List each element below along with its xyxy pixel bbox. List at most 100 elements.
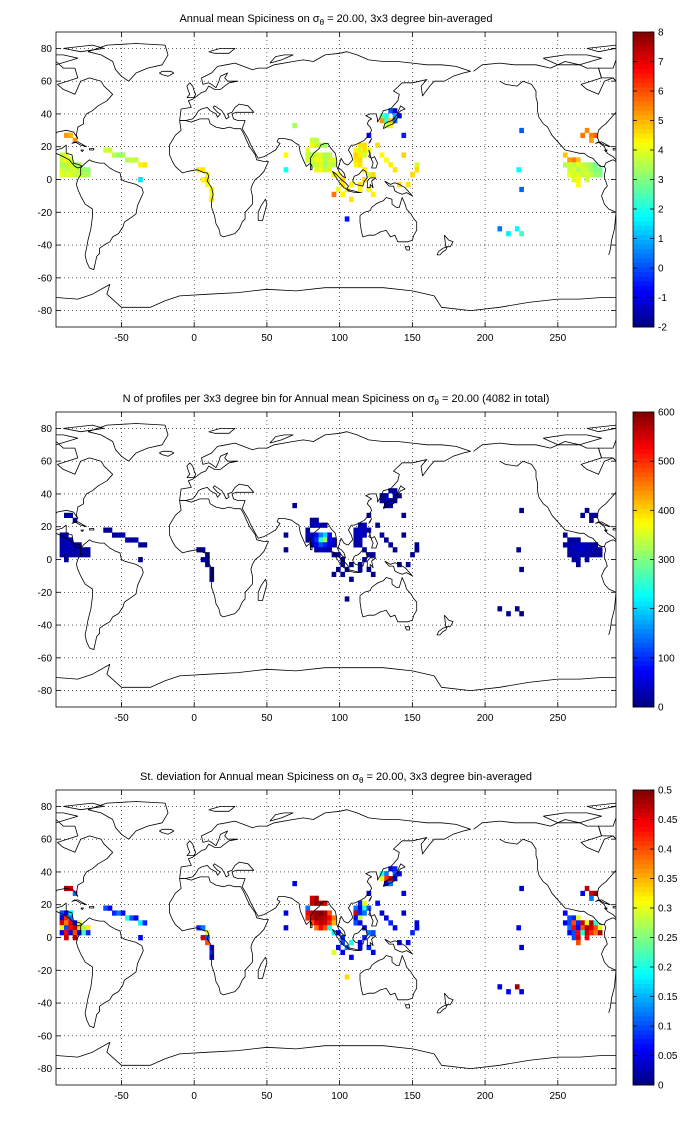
coastline (473, 819, 616, 853)
colorbar-swatch (633, 110, 654, 116)
data-cell (116, 910, 122, 916)
y-tick-label: 40 (41, 867, 53, 878)
coastline (332, 550, 349, 570)
colorbar-tick-label: 4 (658, 146, 664, 157)
data-cell (584, 162, 590, 168)
data-cell (85, 547, 91, 553)
colorbar-swatch (633, 494, 654, 500)
data-cell (571, 935, 577, 941)
data-cell (327, 910, 332, 916)
data-cell (142, 162, 148, 168)
data-cell (205, 181, 210, 188)
colorbar-swatch (633, 45, 654, 51)
data-cell (318, 157, 324, 163)
coastline (382, 485, 406, 510)
y-tick-label: -60 (38, 653, 53, 664)
data-cell (571, 537, 577, 543)
data-cell (327, 537, 332, 543)
data-cell (305, 915, 311, 921)
colorbar-swatch (633, 239, 654, 245)
data-cell (314, 542, 319, 548)
data-cell (370, 552, 376, 558)
data-cell (370, 930, 376, 936)
colorbar-swatch (633, 794, 654, 800)
colorbar-swatch (633, 988, 654, 994)
grid-lines (56, 412, 616, 707)
coastline (444, 614, 454, 628)
data-cells (59, 488, 603, 617)
data-cell (283, 910, 289, 916)
colorbar-swatch (633, 230, 654, 236)
data-cell (571, 915, 577, 921)
data-cell (584, 925, 590, 931)
coastline (608, 970, 616, 1014)
colorbar-swatch (633, 1025, 654, 1031)
data-cell (375, 142, 380, 148)
data-cell (138, 557, 143, 563)
data-cell (327, 162, 332, 168)
colorbar-swatch (633, 453, 654, 459)
colorbar-swatch (633, 476, 654, 482)
data-cell (584, 167, 590, 173)
data-cell (72, 925, 78, 931)
y-tick-label: -40 (38, 621, 53, 632)
data-cell (292, 880, 298, 887)
coastline (71, 521, 87, 528)
colorbar-swatch (633, 969, 654, 975)
colorbar-swatch (633, 817, 654, 823)
data-cell (353, 162, 359, 168)
coastline (598, 544, 607, 558)
data-cell (357, 181, 363, 188)
data-cell (314, 137, 319, 143)
colorbar-swatch (633, 313, 654, 319)
colorbar-swatch (633, 651, 654, 657)
data-cell (584, 127, 590, 134)
colorbar-swatch (633, 412, 654, 418)
data-cell (64, 552, 69, 558)
colorbar-swatch (633, 951, 654, 957)
data-cell (72, 930, 78, 936)
data-cell (357, 566, 363, 573)
y-tick-label: 80 (41, 424, 53, 435)
colorbar-stdev: 0 0.05 0.1 0.15 0.2 0.25 0.3 0.35 0.4 0.45 0.5 (632, 786, 678, 1092)
data-cell (309, 142, 315, 148)
data-cell (379, 118, 385, 124)
data-cell (580, 167, 586, 173)
data-cell (318, 532, 324, 538)
colorbar-swatch (633, 244, 654, 250)
data-cell (397, 113, 402, 119)
data-cell (64, 935, 69, 941)
data-cell (567, 167, 572, 173)
data-cell (85, 930, 91, 936)
data-cell (336, 186, 341, 193)
data-cell (388, 488, 394, 494)
data-cell (362, 935, 367, 941)
coastline (384, 560, 413, 577)
data-cell (576, 537, 581, 543)
data-cell (309, 542, 315, 548)
data-cell (357, 142, 363, 148)
colorbar-swatch (633, 983, 654, 989)
data-cell (349, 954, 354, 960)
data-cell (392, 113, 398, 119)
data-cell (103, 527, 108, 533)
colorbar-swatch (633, 919, 654, 925)
data-cell (138, 162, 143, 168)
y-tick-label: -80 (38, 1064, 53, 1075)
data-cell (580, 162, 586, 168)
data-cell (571, 557, 577, 563)
colorbar-swatch (633, 619, 654, 625)
coastline (543, 434, 602, 446)
coastline (368, 149, 378, 169)
data-cell (597, 547, 603, 553)
colorbar-swatch (633, 937, 654, 943)
data-cell (379, 152, 385, 158)
data-cell (64, 512, 69, 519)
data-cell (314, 162, 319, 168)
data-cell (72, 517, 78, 523)
coastline (71, 141, 87, 148)
coastline (56, 1042, 616, 1069)
data-cell (388, 542, 394, 548)
data-cell (571, 925, 577, 931)
